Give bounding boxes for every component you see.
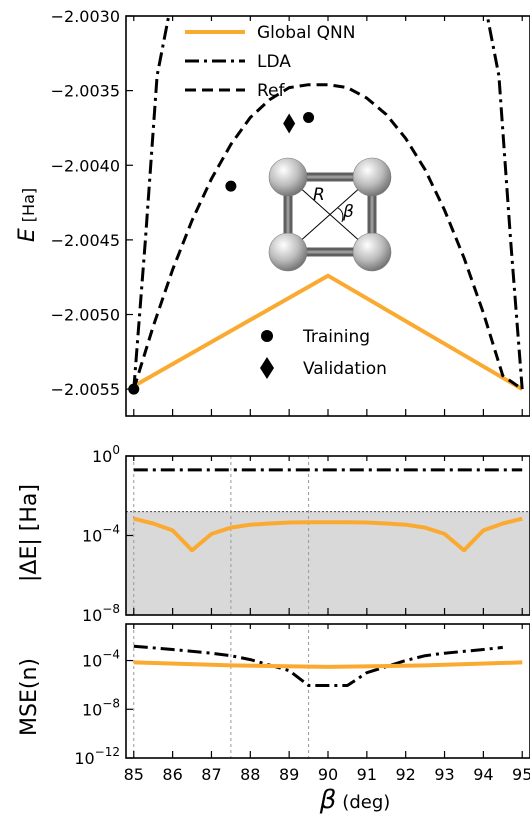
inset-beta-label: β — [342, 202, 354, 222]
series-line-lda — [133, 644, 503, 687]
y-tick-label: 10−8 — [82, 696, 120, 719]
y-tick-label: 10−8 — [82, 602, 120, 625]
x-axis-label: β (deg) — [319, 785, 391, 814]
atom — [352, 232, 392, 272]
y-tick-label: −2.0040 — [51, 156, 120, 175]
x-tick-label: 92 — [396, 765, 416, 784]
atom — [352, 157, 392, 197]
series-line-global-qnn — [133, 660, 523, 669]
energy-y-label: E[Ha] — [15, 188, 40, 242]
x-tick-label: 86 — [162, 765, 182, 784]
abs-error-y-label: |ΔE| [Ha] — [17, 484, 42, 582]
series-line-ref — [132, 83, 524, 391]
x-tick-label: 87 — [201, 765, 221, 784]
accuracy-band — [126, 511, 530, 615]
validation-point — [283, 113, 296, 134]
y-tick-label: 10−12 — [74, 745, 120, 768]
molecule-inset: Rβ — [268, 157, 392, 272]
legend-training-marker — [261, 330, 273, 342]
axis-labels: E[Ha] |ΔE| [Ha] MSE(n) β (deg) — [15, 188, 391, 815]
angle-arc — [337, 207, 344, 223]
y-tick-label: 10−4 — [82, 648, 120, 671]
series-line-global-qnn — [132, 273, 524, 391]
abs-error-frame — [125, 455, 530, 616]
x-tick-label: 93 — [434, 765, 454, 784]
training-point — [303, 111, 315, 123]
series-line-global-qnn — [133, 516, 523, 553]
y-tick-label: −2.0050 — [51, 306, 120, 325]
x-tick-label: 88 — [240, 765, 260, 784]
inset-r-label: R — [313, 185, 325, 205]
y-tick-label: −2.0035 — [51, 82, 120, 101]
atom — [268, 232, 308, 272]
y-tick-label: 100 — [92, 443, 120, 466]
energy-panel: −2.0030 −2.0035 −2.0040 −2.0045 −2.0050 −2.00… — [51, 7, 530, 417]
legend-marker-label: Training — [302, 327, 370, 347]
abs-error-panel: 100 10−4 10−8 — [82, 443, 530, 625]
training-point — [128, 383, 140, 395]
atom — [268, 157, 308, 197]
y-tick-label: −2.0045 — [51, 231, 120, 250]
x-tick-label: 94 — [473, 765, 493, 784]
legend-validation-marker — [260, 357, 274, 379]
training-point — [225, 180, 237, 192]
legend-marker-label: Validation — [303, 359, 387, 379]
legend-label: Ref — [257, 81, 286, 101]
mse-frame — [125, 623, 530, 759]
y-tick-label: 10−4 — [82, 523, 120, 546]
mse-y-label: MSE(n) — [17, 658, 42, 736]
legend-label: Global QNN — [257, 23, 355, 43]
y-tick-label: −2.0030 — [51, 7, 120, 26]
x-tick-label: 85 — [124, 765, 144, 784]
x-tick-label: 91 — [357, 765, 377, 784]
x-tick-label: 90 — [318, 765, 338, 784]
legend-label: LDA — [257, 52, 291, 72]
x-tick-label: 89 — [279, 765, 299, 784]
energy-frame — [125, 15, 530, 417]
x-tick-label: 95 — [512, 765, 530, 784]
y-tick-label: −2.0055 — [51, 380, 120, 399]
